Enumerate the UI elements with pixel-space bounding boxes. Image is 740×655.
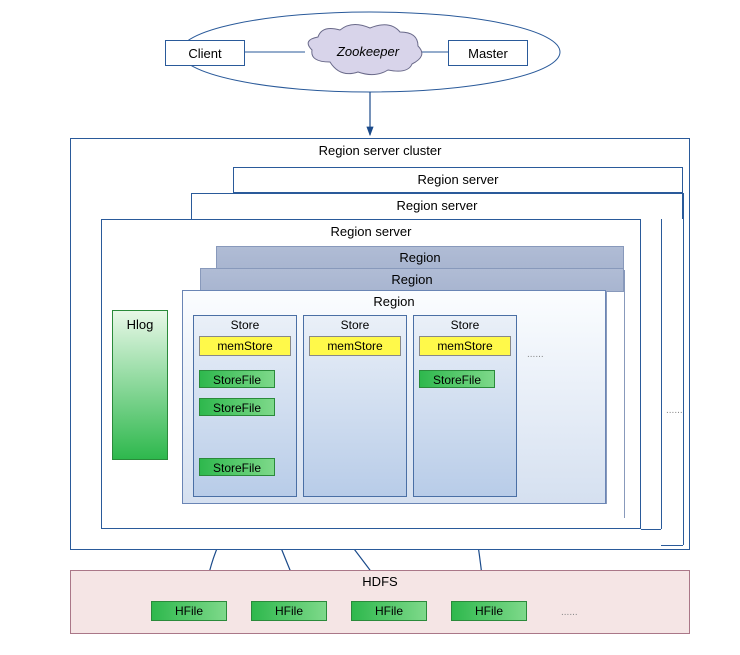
hlog-label: Hlog (127, 317, 154, 332)
hfile-2: HFile (251, 601, 327, 621)
store-2: Store memStore (303, 315, 407, 497)
zookeeper-label: Zookeeper (328, 44, 408, 59)
store-3-title: Store (414, 316, 516, 334)
stack-edge-2 (661, 219, 662, 529)
store-1-storefile-3: StoreFile (199, 458, 275, 476)
stack-edge-3 (641, 529, 661, 530)
region-3: Region (216, 246, 624, 270)
client-label: Client (188, 46, 221, 61)
store-3-storefile-1: StoreFile (419, 370, 495, 388)
hdfs: HDFS HFile HFile HFile HFile ...... (70, 570, 690, 634)
region-1-label: Region (183, 291, 605, 312)
hfile-3: HFile (351, 601, 427, 621)
cluster-ellipsis: ...... (666, 405, 683, 416)
store-1-memstore: memStore (199, 336, 291, 356)
store-1-storefile-2: StoreFile (199, 398, 275, 416)
cluster-title: Region server cluster (71, 139, 689, 162)
region-server-1-label: Region server (102, 220, 640, 243)
store-1-title: Store (194, 316, 296, 334)
hlog: Hlog (112, 310, 168, 460)
hfile-1: HFile (151, 601, 227, 621)
master-label: Master (468, 46, 508, 61)
region-2: Region (200, 268, 624, 292)
hdfs-ellipsis: ...... (561, 607, 578, 618)
region-ellipsis: ...... (527, 349, 544, 360)
stack-edge-4 (661, 545, 683, 546)
region-1: Region Store memStore StoreFile StoreFil… (182, 290, 606, 504)
region-server-2: Region server (191, 193, 683, 219)
master-node: Master (448, 40, 528, 66)
client-node: Client (165, 40, 245, 66)
store-1: Store memStore StoreFile StoreFile Store… (193, 315, 297, 497)
region-3-label: Region (217, 247, 623, 268)
region-server-2-label: Region server (192, 194, 682, 217)
hfile-4: HFile (451, 601, 527, 621)
region-2-label: Region (201, 269, 623, 290)
region-stack-edge-1 (624, 270, 625, 518)
store-3: Store memStore StoreFile ...... (413, 315, 517, 497)
store-2-title: Store (304, 316, 406, 334)
store-3-memstore: memStore (419, 336, 511, 356)
stack-edge-1 (683, 193, 684, 545)
zookeeper-node: Zookeeper (300, 22, 430, 87)
region-server-3: Region server (233, 167, 683, 193)
region-server-1: Region server Region Region Region Store… (101, 219, 641, 529)
region-server-3-label: Region server (234, 168, 682, 191)
region-server-cluster: Region server cluster Region server Regi… (70, 138, 690, 550)
hdfs-title: HDFS (71, 571, 689, 592)
store-2-memstore: memStore (309, 336, 401, 356)
region-stack-edge-2 (606, 292, 607, 504)
store-1-storefile-1: StoreFile (199, 370, 275, 388)
